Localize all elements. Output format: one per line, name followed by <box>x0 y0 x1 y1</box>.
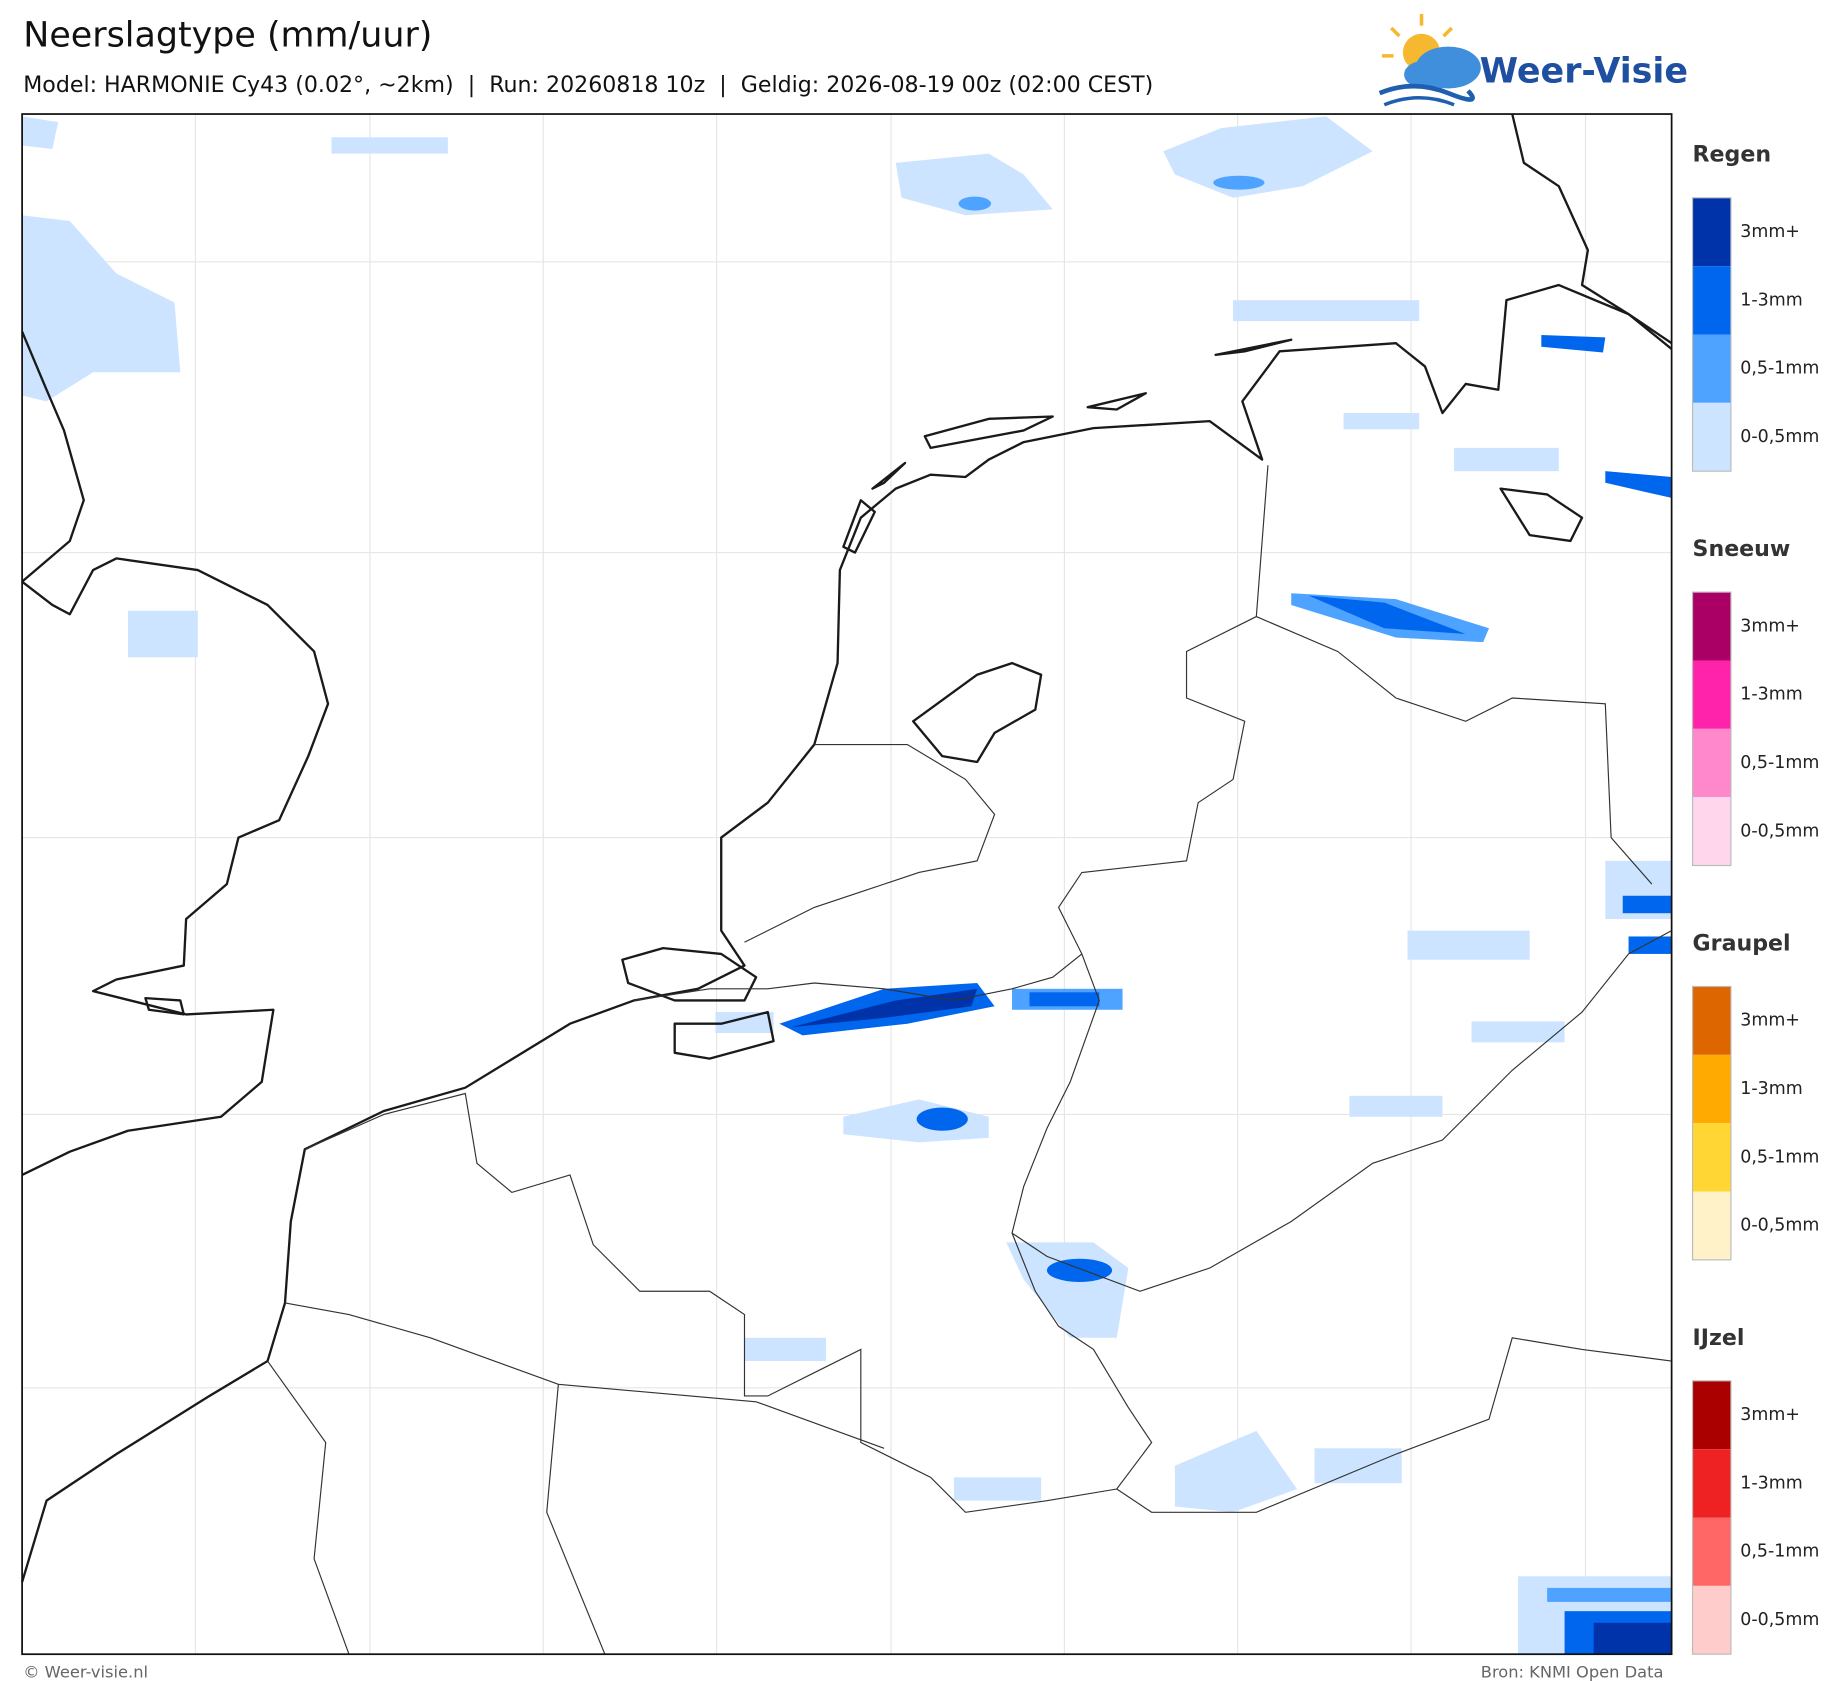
footer-copyright: © Weer-visie.nl <box>23 1662 148 1681</box>
title: Neerslagtype (mm/uur) <box>23 16 432 56</box>
legend-group-title: Sneeuw <box>1693 536 1791 562</box>
legend-swatch <box>1692 1191 1731 1260</box>
legend-swatch <box>1692 1449 1731 1518</box>
coastlines <box>20 113 1673 1583</box>
footer-source: Bron: KNMI Open Data <box>1481 1662 1664 1681</box>
legend-swatch-frame <box>1691 985 1732 1261</box>
legend-label: 0-0,5mm <box>1740 821 1819 841</box>
legend-label: 3mm+ <box>1740 1011 1800 1031</box>
legend-label: 0,5-1mm <box>1740 753 1819 773</box>
logo: Weer-Visie <box>1378 13 1688 107</box>
borders <box>267 465 1672 1655</box>
precipitation <box>22 116 1672 1655</box>
legend-label: 0-0,5mm <box>1740 1216 1819 1236</box>
legend-swatch <box>1692 660 1731 729</box>
legend-label: 0-0,5mm <box>1740 1610 1819 1630</box>
legend-swatch <box>1692 728 1731 798</box>
legend-label: 0,5-1mm <box>1740 1542 1819 1562</box>
map <box>20 113 1673 1656</box>
subtitle: Model: HARMONIE Cy43 (0.02°, ~2km) | Run… <box>23 72 1153 98</box>
legend-swatch-frame <box>1691 1380 1732 1655</box>
legend-label: 0,5-1mm <box>1740 1147 1819 1167</box>
legend-label: 1-3mm <box>1740 685 1802 705</box>
legend-group-title: Regen <box>1693 142 1772 168</box>
legend-swatch <box>1692 402 1731 472</box>
legend-label: 1-3mm <box>1740 1079 1802 1099</box>
legend-swatch <box>1692 1123 1731 1192</box>
legend: Regen 3mm+ 1-3mm 0,5-1mm 0-0,5mm Sneeuw 3mm+ 1-… <box>1691 142 1819 1655</box>
map-frame <box>21 113 1673 1656</box>
legend-swatch <box>1692 797 1731 866</box>
legend-swatch <box>1692 266 1731 335</box>
legend-group-title: Graupel <box>1693 930 1791 956</box>
legend-label: 3mm+ <box>1740 222 1800 242</box>
legend-swatch <box>1692 1585 1731 1655</box>
legend-label: 0,5-1mm <box>1740 359 1819 379</box>
legend-label: 0-0,5mm <box>1740 427 1819 447</box>
legend-swatch <box>1692 197 1731 267</box>
legend-swatch-frame <box>1691 591 1732 867</box>
legend-swatch <box>1692 334 1731 403</box>
logo-text: Weer-Visie <box>1480 52 1688 92</box>
legend-swatch <box>1692 986 1731 1055</box>
legend-swatch <box>1692 592 1731 661</box>
legend-label: 3mm+ <box>1740 1405 1800 1425</box>
legend-swatch <box>1692 1380 1731 1450</box>
legend-swatch-frame <box>1691 197 1732 472</box>
legend-label: 1-3mm <box>1740 1473 1802 1493</box>
legend-swatch <box>1692 1517 1731 1586</box>
legend-group-title: IJzel <box>1693 1325 1745 1351</box>
legend-swatch <box>1692 1054 1731 1124</box>
legend-label: 1-3mm <box>1740 290 1802 310</box>
legend-label: 3mm+ <box>1740 616 1800 636</box>
